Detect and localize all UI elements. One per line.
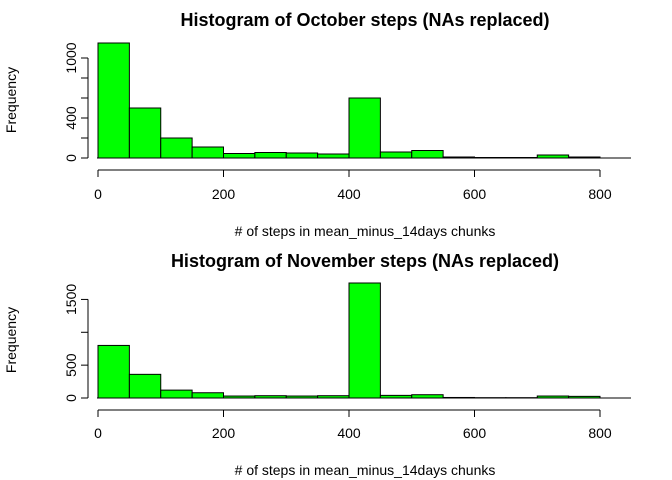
histogram-bar [379,151,413,159]
y-tick-label: 1500 [63,284,79,315]
histogram-bar [160,137,193,159]
histogram-bar [128,373,162,399]
x-tick-label: 600 [463,425,487,441]
y-tick-label: 500 [63,353,79,377]
x-tick-label: 800 [588,186,612,202]
histogram-bar [411,150,444,159]
x-tick-label: 0 [94,186,102,202]
y-axis-label: Frequency [3,67,19,133]
x-tick-label: 600 [463,186,487,202]
histogram-bar [348,282,381,399]
y-axis-label: Frequency [3,307,19,373]
x-tick-label: 200 [212,425,236,441]
histogram-panel-2: Histogram of November steps (NAs replace… [3,251,631,478]
x-tick-label: 400 [337,425,361,441]
histogram-panel-1: Histogram of October steps (NAs replaced… [3,10,631,239]
y-tick-label: 400 [63,106,79,130]
x-axis-label: # of steps in mean_minus_14days chunks [235,462,496,478]
histogram-bar [160,389,193,399]
chart-title: Histogram of November steps (NAs replace… [171,251,559,271]
histogram-bar [317,153,350,159]
histogram-bar [191,392,224,399]
x-axis-label: # of steps in mean_minus_14days chunks [235,223,496,239]
x-tick-label: 200 [212,186,236,202]
histogram-bar [191,146,224,159]
histogram-bar [97,344,130,399]
histogram-bar [285,152,319,159]
histogram-bar [254,152,287,159]
y-tick-label: 1000 [63,42,79,73]
chart-title: Histogram of October steps (NAs replaced… [180,10,549,30]
y-tick-label: 0 [63,154,79,162]
histogram-bar [97,42,130,159]
histogram-bar [348,97,381,159]
x-tick-label: 800 [588,425,612,441]
histogram-bar [128,107,162,159]
y-tick-label: 0 [63,394,79,402]
x-tick-label: 400 [337,186,361,202]
x-tick-label: 0 [94,425,102,441]
histogram-bar [223,153,256,159]
